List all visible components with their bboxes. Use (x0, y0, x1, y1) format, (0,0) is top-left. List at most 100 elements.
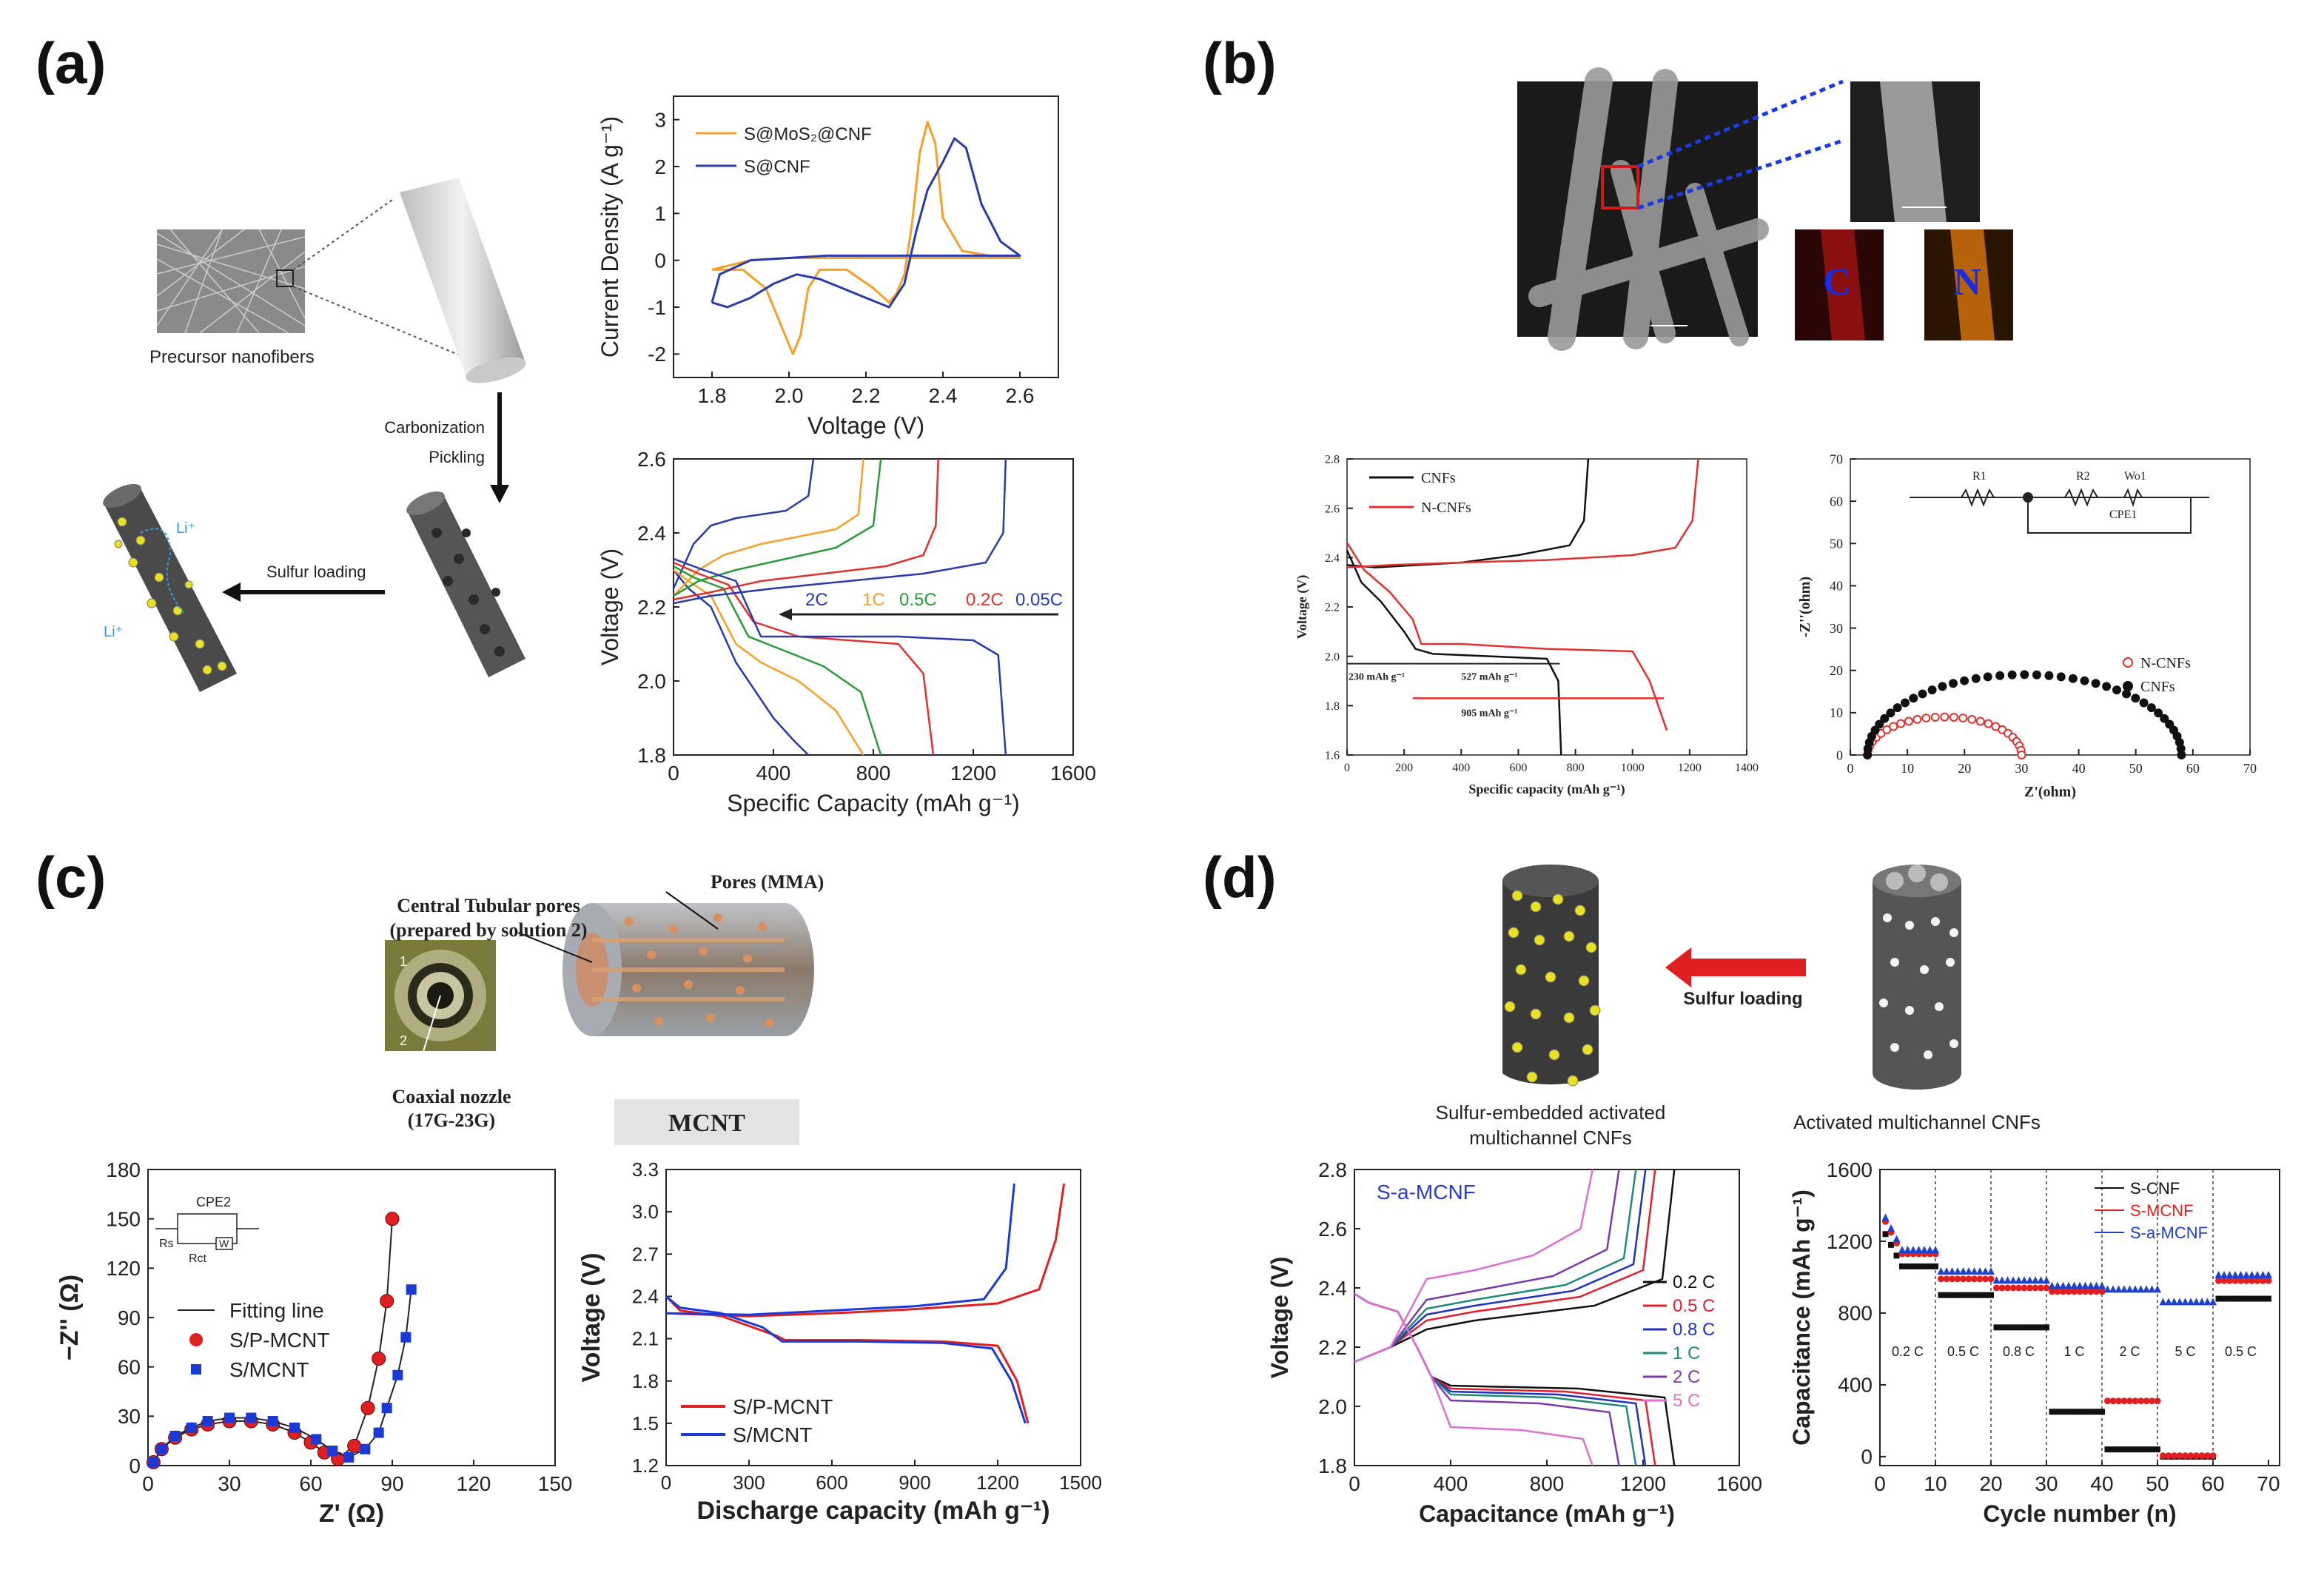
x-tick-label: 400 (1452, 762, 1470, 774)
rate-point-S-a-MCNF (2048, 1281, 2056, 1289)
rate-point-S-CNF (1904, 1263, 1911, 1269)
x-tick-label: 0 (1847, 761, 1854, 776)
x-tick-label: 90 (380, 1472, 403, 1495)
y-tick-label: -1 (648, 296, 666, 319)
rate-point-S-a-MCNF (1926, 1246, 1934, 1254)
rate-arrow-head (779, 608, 792, 620)
y-tick-label: 0 (1836, 748, 1843, 762)
eis-point-S/MCNT (343, 1452, 355, 1463)
rate-point-S-MCNF (2038, 1284, 2044, 1292)
rate-point-S-a-MCNF (2187, 1298, 2194, 1306)
rate-point-S-CNF (2043, 1324, 2049, 1331)
plot-frame (1879, 1169, 2280, 1466)
y-tick-label: 800 (1838, 1302, 1873, 1325)
y-tick-label: 10 (1830, 705, 1843, 720)
x-tick-label: 50 (2146, 1472, 2169, 1495)
x-tick-label: 1000 (1621, 762, 1645, 774)
y-tick-label: 3.0 (632, 1201, 659, 1223)
y-tick-label: 2.4 (1318, 1277, 1347, 1300)
rate-point-S-CNF (2232, 1295, 2238, 1302)
eis-point-CNFs (2131, 694, 2140, 703)
eis-point-N-CNFs (1949, 712, 1958, 722)
rate-point-S-CNF (1944, 1292, 1949, 1298)
rate-point-S-a-MCNF (1948, 1267, 1956, 1275)
eis-point-CNFs (2146, 703, 2156, 713)
rate-point-S-a-MCNF (2015, 1276, 2023, 1284)
central-pores-label-1: Central Tubular pores (397, 895, 580, 916)
panel-b-tem-images: C N (1517, 67, 2013, 351)
discharge-curve-S/MCNT (665, 1295, 1027, 1424)
panel-label-a: (a) (36, 30, 107, 95)
x-tick-label: 50 (2129, 761, 2143, 776)
rate-point-S-a-MCNF (2254, 1271, 2261, 1279)
rate-label: 0.2 C (1892, 1344, 1924, 1359)
rate-point-S-CNF (1977, 1292, 1983, 1298)
eis-point-S/P-MCNT (380, 1294, 394, 1309)
x-tick-label: 70 (2257, 1472, 2280, 1495)
x-tick-label: 150 (538, 1472, 573, 1495)
charge-curve-CNFs (1346, 458, 1590, 568)
rate-point-S-MCNF (2215, 1277, 2222, 1284)
y-tick-label: 2.0 (637, 670, 666, 693)
rate-point-S-CNF (1899, 1263, 1905, 1269)
rate-point-S-a-MCNF (1959, 1267, 1967, 1275)
rate-point-S-CNF (2237, 1295, 2244, 1302)
y-tick-label: 1.8 (1325, 700, 1340, 713)
x-tick-label: 600 (816, 1471, 847, 1494)
eis-point-S/P-MCNT (385, 1212, 400, 1226)
legend-label: S-CNF (2130, 1179, 2180, 1198)
li-ion-label-2: Li⁺ (104, 624, 123, 640)
y-tick-label: 30 (118, 1405, 141, 1428)
y-tick-label: 70 (1830, 452, 1843, 466)
rate-point-S-a-MCNF (2115, 1285, 2123, 1293)
mcnt-label: MCNT (668, 1110, 745, 1137)
charge-curve-0.2C (673, 458, 939, 601)
rate-point-S-MCNF (2182, 1452, 2189, 1460)
sulfur-embedded-cnf (1502, 865, 1601, 1087)
rate-point-S-MCNF (2176, 1452, 2183, 1460)
x-axis-label: Cycle number (n) (1983, 1500, 2176, 1527)
rate-point-S-a-MCNF (2087, 1281, 2095, 1289)
y-tick-label: 1.6 (1325, 750, 1340, 762)
eis-point-S/MCNT (392, 1369, 403, 1380)
rate-point-S-a-MCNF (2243, 1271, 2250, 1279)
eis-point-CNFs (2154, 708, 2163, 718)
legend-marker (191, 1364, 201, 1375)
x-tick-label: 30 (218, 1472, 241, 1495)
eis-point-CNFs (1875, 719, 1884, 729)
chart-c-gcd: 0 300 600 900 1200 1500 1.2 1.5 1.8 2.1 2.4 2.7 3.0 3… (577, 1158, 1102, 1525)
y-tick-label: 2.0 (1318, 1395, 1347, 1418)
rate-point-S-MCNF (1993, 1284, 2000, 1292)
discharge-curve-CNFs (1346, 549, 1562, 756)
x-tick-label: 1200 (1620, 1472, 1666, 1495)
y-axis-label: Voltage (V) (1266, 1257, 1293, 1379)
rate-point-S-a-MCNF (2231, 1271, 2239, 1279)
rate-point-S-CNF (2021, 1324, 2027, 1331)
plot-frame (665, 1169, 1081, 1466)
sulfur-embedded-caption-1: Sulfur-embedded activated (1436, 1101, 1666, 1124)
legend-label: 2 C (1673, 1367, 1700, 1387)
rate-point-S-CNF (2249, 1295, 2255, 1302)
x-tick-label: 800 (856, 762, 891, 785)
y-tick-label: 2.6 (1325, 503, 1340, 515)
y-tick-label: 2.2 (1318, 1336, 1347, 1359)
annotation-905: 905 mAh g⁻¹ (1461, 708, 1517, 719)
x-tick-label: 10 (1901, 761, 1914, 776)
rate-point-S-a-MCNF (2098, 1281, 2106, 1289)
rate-point-S-a-MCNF (2132, 1285, 2139, 1293)
rate-point-S-a-MCNF (2009, 1276, 2017, 1284)
legend-label: Fitting line (229, 1299, 324, 1322)
rate-point-S-CNF (1971, 1292, 1978, 1298)
rate-point-S-MCNF (2187, 1452, 2194, 1460)
y-tick-label: -2 (648, 343, 666, 366)
rate-point-S-MCNF (2231, 1277, 2239, 1284)
rate-label: 1 C (2063, 1344, 2084, 1359)
rate-point-S-a-MCNF (1981, 1267, 1989, 1275)
rate-point-S-CNF (1921, 1263, 1927, 1269)
rate-point-S-a-MCNF (2176, 1298, 2183, 1306)
x-tick-label: 120 (457, 1472, 491, 1495)
rate-point-S-CNF (1999, 1324, 2005, 1331)
x-tick-label: 0 (142, 1472, 154, 1495)
legend-label: N-CNFs (2140, 655, 2191, 671)
rate-point-S-CNF (2077, 1409, 2083, 1415)
